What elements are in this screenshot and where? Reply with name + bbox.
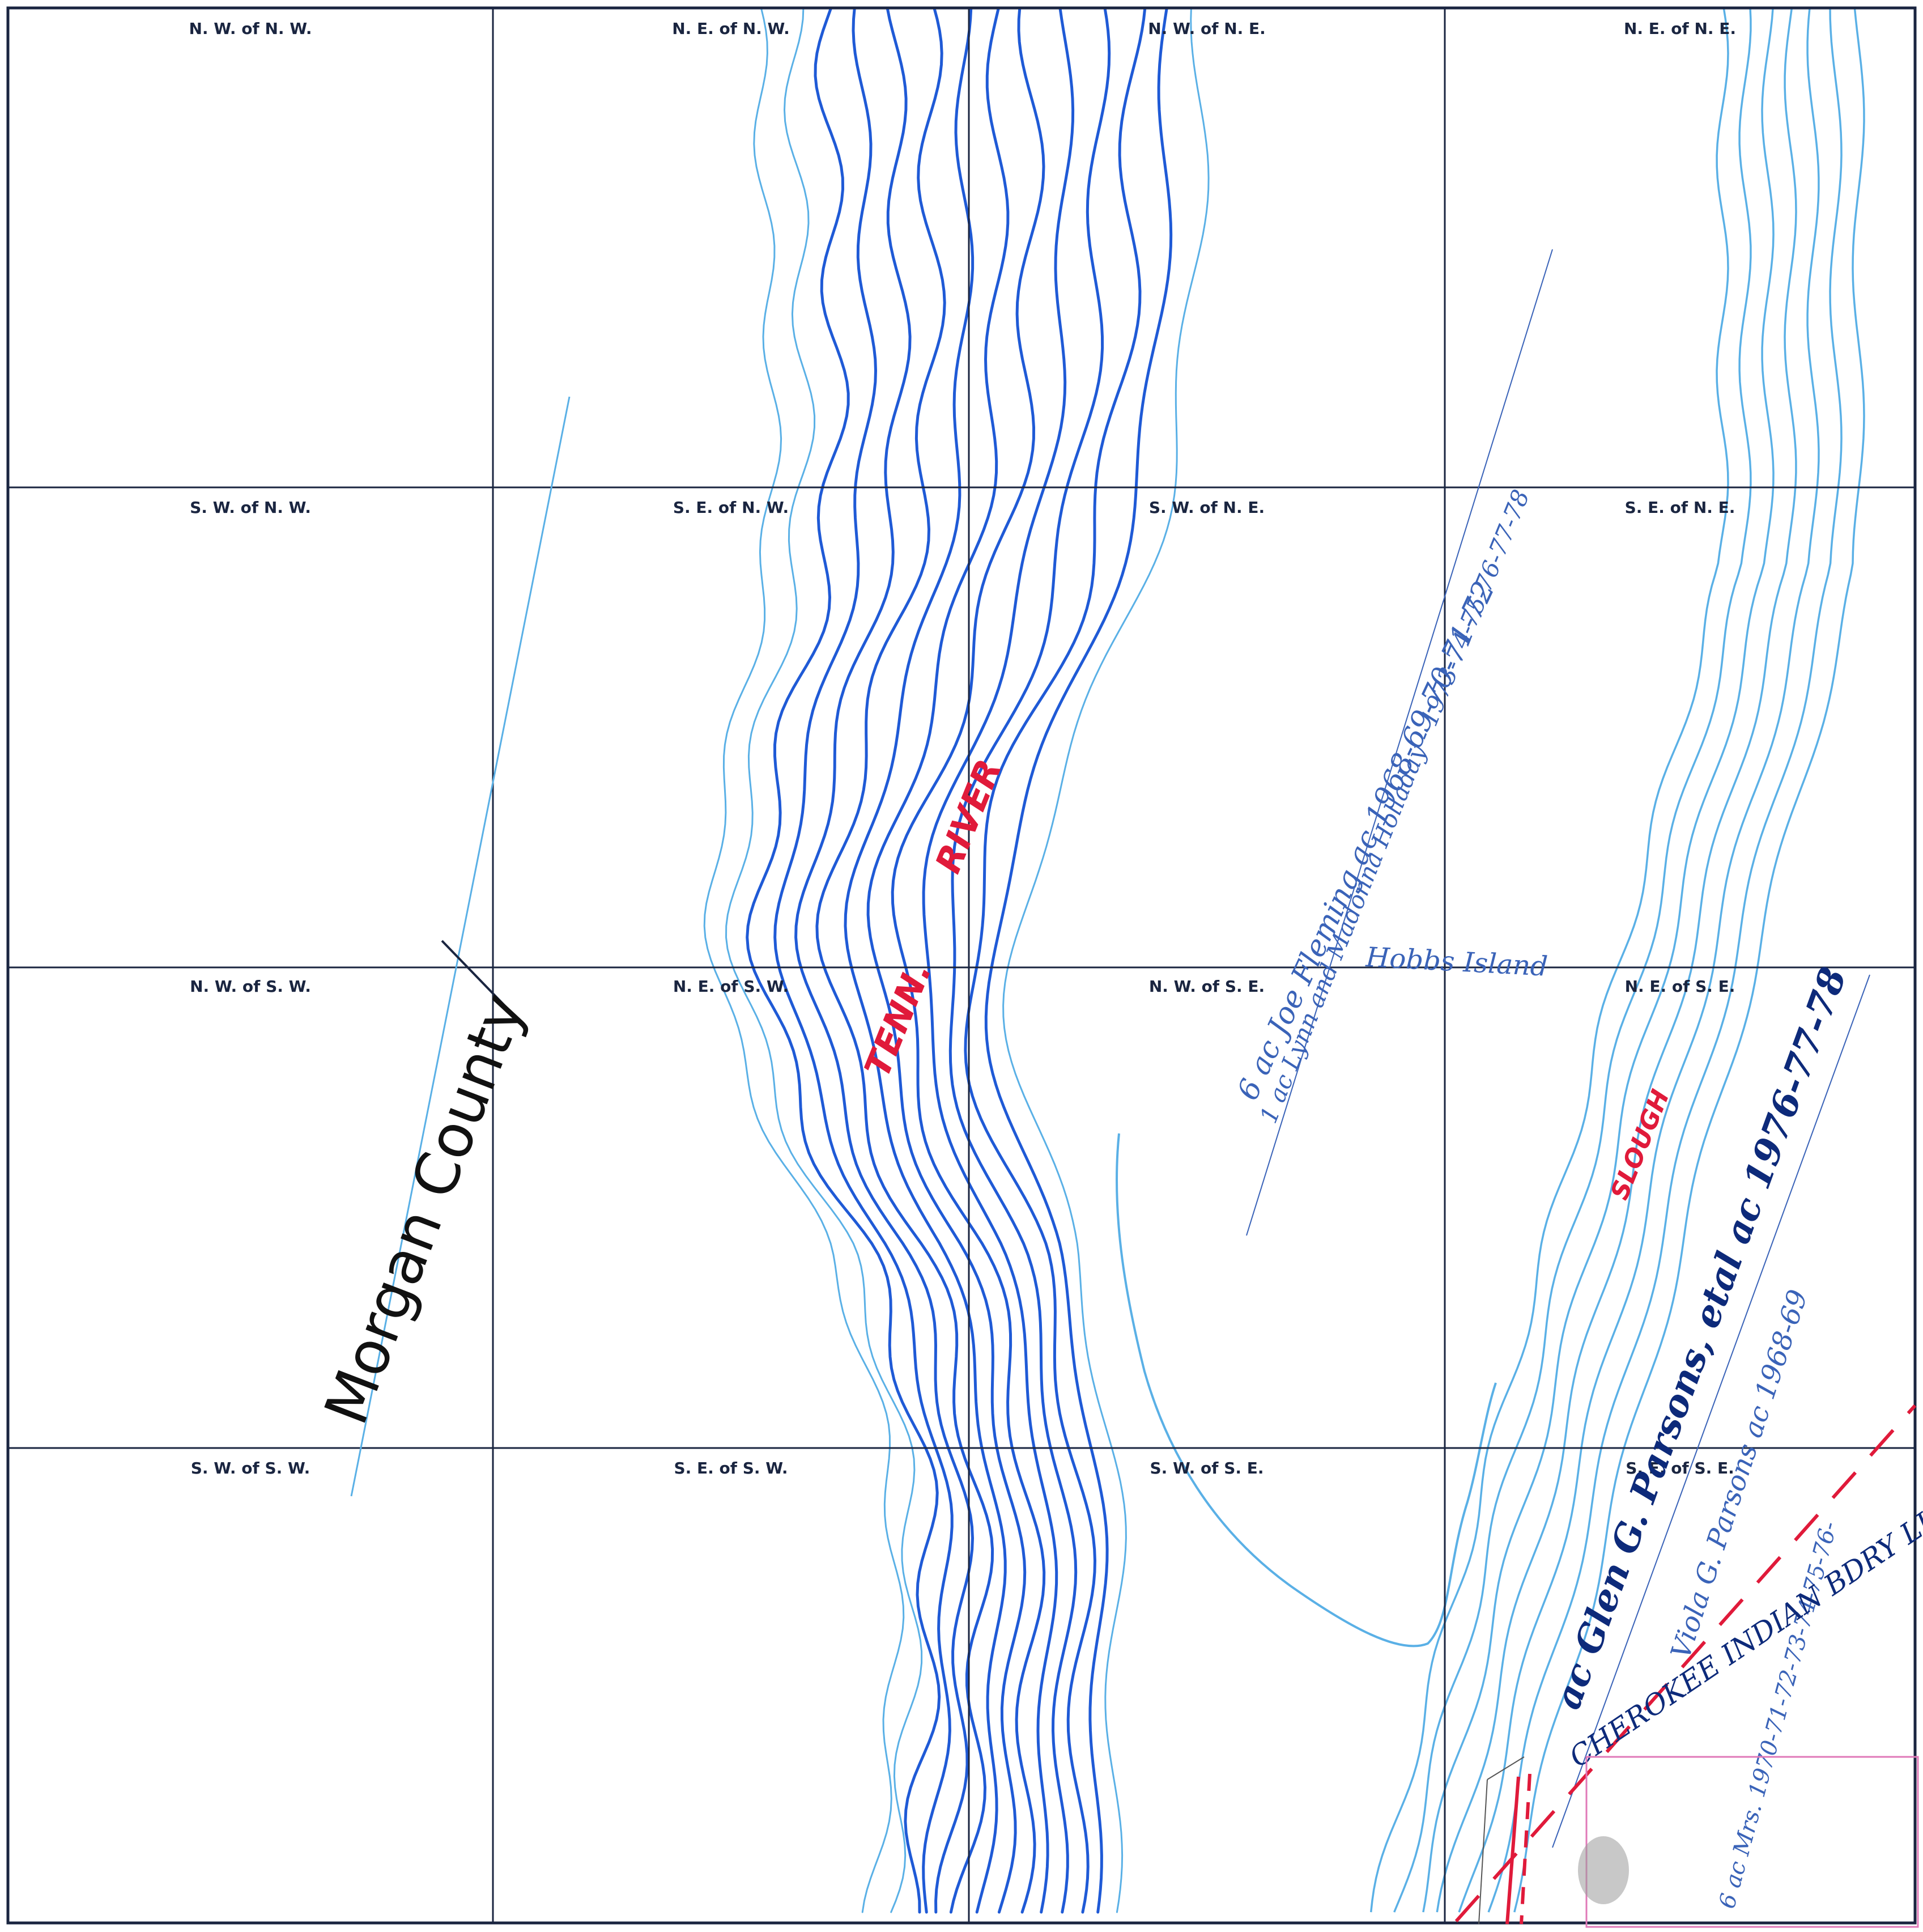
label-nw-of-sw: N. W. of S. W. (190, 977, 311, 996)
river-channel-line (984, 6, 1173, 1914)
label-nw-of-nw: N. W. of N. W. (189, 19, 312, 38)
river-channel-line (866, 6, 1027, 1914)
parcel-marks (1478, 1756, 1919, 1928)
river-channel-line (773, 6, 954, 1914)
river-channel-line (964, 6, 1147, 1914)
river-channel-line (746, 6, 941, 1914)
river-channel-line (725, 7, 923, 1913)
label-nw-of-ne: N. W. of N. E. (1148, 19, 1266, 38)
slough-channel-line (1436, 7, 1797, 1913)
ownership-line-upper (1246, 249, 1553, 1236)
river-channel-line (922, 6, 1075, 1914)
county-boundary-line (350, 396, 571, 1497)
slough-channel-line (1487, 7, 1843, 1913)
label-sw-of-ne: S. W. of N. E. (1149, 498, 1265, 517)
river-channel-line (844, 6, 1007, 1914)
river-channel-line (891, 6, 1046, 1914)
ownership-line-lower (1552, 974, 1870, 1848)
slough-channel-line (1422, 7, 1775, 1913)
label-se-of-se: S. E. of S. E. (1626, 1459, 1734, 1477)
label-se-of-ne: S. E. of N. E. (1625, 498, 1735, 517)
label-ne-of-ne: N. E. of N. E. (1624, 19, 1736, 38)
river-channel-line (948, 6, 1111, 1914)
label-ne-of-sw: N. E. of S. W. (673, 977, 789, 996)
label-se-of-nw: S. E. of N. W. (673, 498, 789, 517)
hobbs-island-outline (1116, 1133, 1497, 1647)
label-sw-of-nw: S. W. of N. W. (190, 498, 311, 517)
river-channel-line (703, 7, 905, 1913)
slough-channel-line (1458, 7, 1820, 1913)
tennessee-river-channel (703, 6, 1210, 1914)
label-nw-of-se: N. W. of S. E. (1149, 977, 1265, 996)
slough-channel-line (1513, 7, 1865, 1913)
section-grid (6, 6, 1917, 1925)
county-tick (441, 940, 528, 1030)
river-channel-line (1002, 7, 1210, 1913)
label-sw-of-se: S. W. of S. E. (1150, 1459, 1263, 1477)
slough-channel-line (1369, 7, 1729, 1913)
cherokee-boundary-line (1454, 1404, 1917, 1922)
quarter-labels: N. W. of N. W. N. E. of N. W. N. W. of N… (189, 19, 1736, 1477)
label-ne-of-se: N. E. of S. E. (1625, 977, 1735, 996)
label-sw-of-sw: S. W. of S. W. (191, 1459, 310, 1477)
label-ne-of-nw: N. E. of N. W. (672, 19, 790, 38)
river-channel-line (815, 6, 994, 1914)
label-se-of-sw: S. E. of S. W. (674, 1459, 788, 1477)
river-channel-line (794, 6, 975, 1914)
slough-channel (1369, 7, 1865, 1913)
slough-channel-line (1393, 7, 1752, 1913)
